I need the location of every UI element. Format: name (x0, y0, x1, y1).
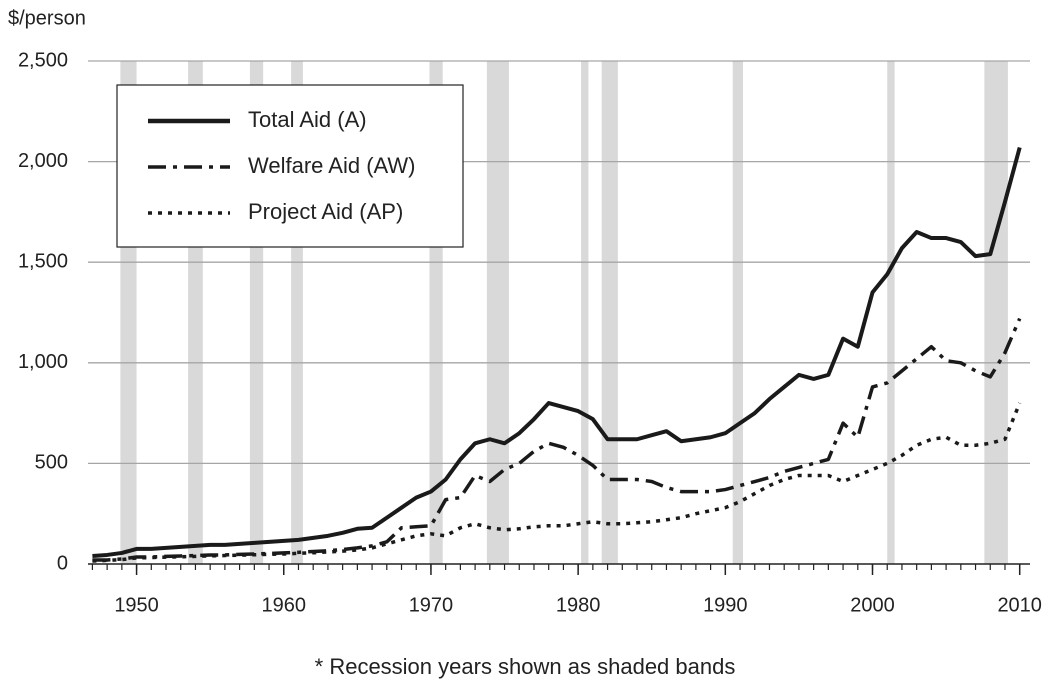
y-tick-label: 0 (57, 552, 68, 574)
recession-band (601, 61, 618, 564)
series-line (92, 317, 1022, 562)
y-axis-label: $/person (8, 7, 86, 29)
x-tick-label: 1970 (409, 594, 454, 616)
recession-band (984, 61, 1008, 564)
y-tick-label: 500 (35, 452, 68, 474)
series-line (92, 146, 1022, 558)
recession-band (887, 61, 895, 564)
recession-band (732, 61, 743, 564)
x-tick-label: 1980 (556, 594, 601, 616)
legend-label: Project Aid (AP) (248, 199, 403, 224)
x-tick-label: 2000 (850, 594, 895, 616)
legend-label: Welfare Aid (AW) (248, 153, 415, 178)
legend-label: Total Aid (A) (248, 107, 367, 132)
x-tick-label: 2010 (997, 594, 1042, 616)
x-tick-label: 1960 (262, 594, 307, 616)
recession-band (581, 61, 589, 564)
y-tick-label: 2,500 (18, 49, 68, 71)
y-tick-label: 2,000 (18, 150, 68, 172)
recession-band (291, 61, 303, 564)
y-tick-label: 1,500 (18, 250, 68, 272)
series-line (92, 402, 1022, 563)
x-tick-label: 1990 (703, 594, 748, 616)
y-tick-label: 1,000 (18, 351, 68, 373)
footnote: * Recession years shown as shaded bands (315, 654, 736, 679)
recession-band (486, 61, 509, 564)
x-tick-label: 1950 (114, 594, 159, 616)
